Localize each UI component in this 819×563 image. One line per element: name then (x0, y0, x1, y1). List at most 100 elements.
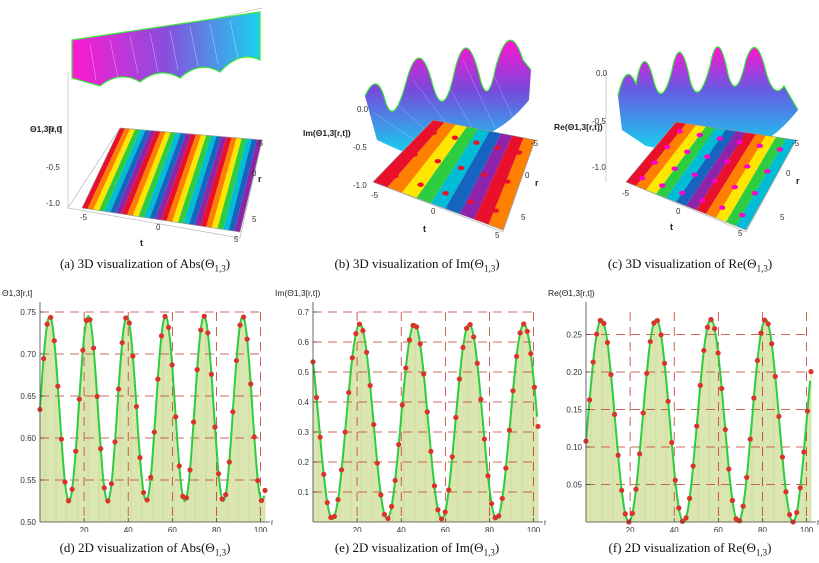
panel-a-ttick-2: 5 (234, 235, 239, 244)
floor-spot (515, 150, 523, 155)
floor-spot (467, 199, 474, 205)
data-point (73, 448, 79, 454)
panel-c-tlabel: t (670, 222, 673, 232)
data-point (205, 330, 211, 336)
data-point (722, 426, 728, 433)
data-point (654, 317, 661, 324)
floor-border (372, 119, 536, 231)
data-point (112, 439, 118, 445)
data-point (694, 423, 700, 429)
data-point (761, 317, 768, 323)
panel-b-rtick-1: 0 (525, 171, 530, 180)
panel-c-ztick-0: 0.0 (596, 69, 608, 78)
caption-b-close: ) (495, 256, 500, 271)
data-point (758, 330, 764, 336)
floor-stripe (98, 129, 141, 212)
caption-d: (d) 2D visualization of Abs(Θ1,3) (20, 540, 270, 558)
data-point (251, 434, 257, 440)
data-point (754, 357, 761, 364)
data-point (531, 384, 538, 390)
caption-f-text: (f) 2D visualization of Re(Θ (608, 540, 756, 555)
data-point (442, 509, 448, 515)
floor-spot (731, 184, 738, 190)
x-tick-label: 40 (124, 526, 133, 532)
data-point (708, 316, 714, 323)
floor-spot (744, 164, 751, 169)
floor-spot (699, 198, 706, 203)
floor-spot (659, 183, 666, 188)
floor-spot (430, 130, 437, 135)
data-point (719, 385, 725, 392)
data-point (162, 313, 168, 320)
data-point (446, 487, 452, 493)
floor-stripe (656, 126, 716, 198)
floor-stripe (104, 129, 146, 213)
data-point (463, 325, 470, 331)
data-point (58, 436, 65, 442)
floor-stripe (401, 124, 467, 198)
data-point (729, 497, 736, 504)
data-point (431, 483, 438, 489)
data-point (87, 317, 93, 323)
floor-spot (684, 149, 691, 155)
floor-spot (494, 145, 501, 150)
data-point (751, 395, 757, 401)
data-point (346, 389, 352, 396)
data-point (801, 449, 807, 455)
floor-stripe (445, 131, 501, 214)
data-point (187, 467, 193, 473)
floor-stripe (211, 137, 242, 229)
caption-b-sub: 1,3 (483, 263, 496, 274)
floor-stripe (686, 131, 746, 210)
panel-a-ztick-2: -1.0 (46, 199, 60, 208)
data-point (317, 434, 323, 440)
floor-stripe (132, 131, 171, 217)
y-tick-label: 0.6 (298, 338, 310, 347)
panel-a-zlabel: Θ1,3[r,t] (30, 124, 62, 134)
data-point (783, 489, 789, 495)
floor-stripe (155, 133, 191, 220)
data-point (590, 359, 596, 365)
data-point (76, 396, 82, 402)
panel-a-ztick-0: 0.0 (50, 125, 62, 134)
data-point (244, 336, 250, 342)
series-line (39, 314, 266, 503)
data-point (456, 376, 463, 382)
floor-spot (736, 139, 743, 145)
floor-spot (776, 147, 783, 152)
floor-spot (664, 144, 671, 150)
data-point (90, 345, 97, 351)
x-tick-label: 80 (485, 526, 494, 532)
x-tick-label: 100 (800, 526, 814, 532)
caption-e: (e) 2D visualization of Im(Θ1,3) (292, 540, 542, 558)
y-tick-label: 0.60 (20, 434, 36, 443)
caption-e-close: ) (494, 540, 500, 555)
data-point (506, 427, 513, 433)
x-tick-label: 100 (527, 526, 541, 532)
data-point (521, 321, 527, 327)
data-point (786, 512, 793, 518)
chart-f-re: Re(Θ1,3[r,t]) 0.05 0.10 0.15 0.20 0.25 20 40 60 8… (548, 288, 819, 532)
data-point (481, 436, 488, 442)
floor-stripe (82, 128, 126, 209)
floor-spot (739, 212, 746, 218)
x-tick-label: 60 (714, 526, 723, 532)
data-point (622, 511, 628, 517)
floor-spot (716, 136, 723, 141)
floor-spot (457, 165, 465, 171)
x-axis-label: r (544, 518, 546, 527)
floor-stripe (228, 139, 257, 232)
data-point (65, 498, 72, 504)
data-point (258, 497, 265, 504)
caption-c-close: ) (767, 256, 773, 271)
data-point (644, 370, 650, 376)
data-point (399, 402, 405, 408)
panel-b-ztick-1: -0.5 (353, 143, 367, 152)
caption-f-sub: 1,3 (755, 547, 768, 558)
data-point (101, 485, 107, 491)
data-point (44, 321, 50, 327)
data-point (661, 360, 668, 366)
panel-b-ttick-1: 0 (431, 207, 436, 216)
floor-stripe (166, 134, 202, 222)
data-point (535, 423, 541, 430)
